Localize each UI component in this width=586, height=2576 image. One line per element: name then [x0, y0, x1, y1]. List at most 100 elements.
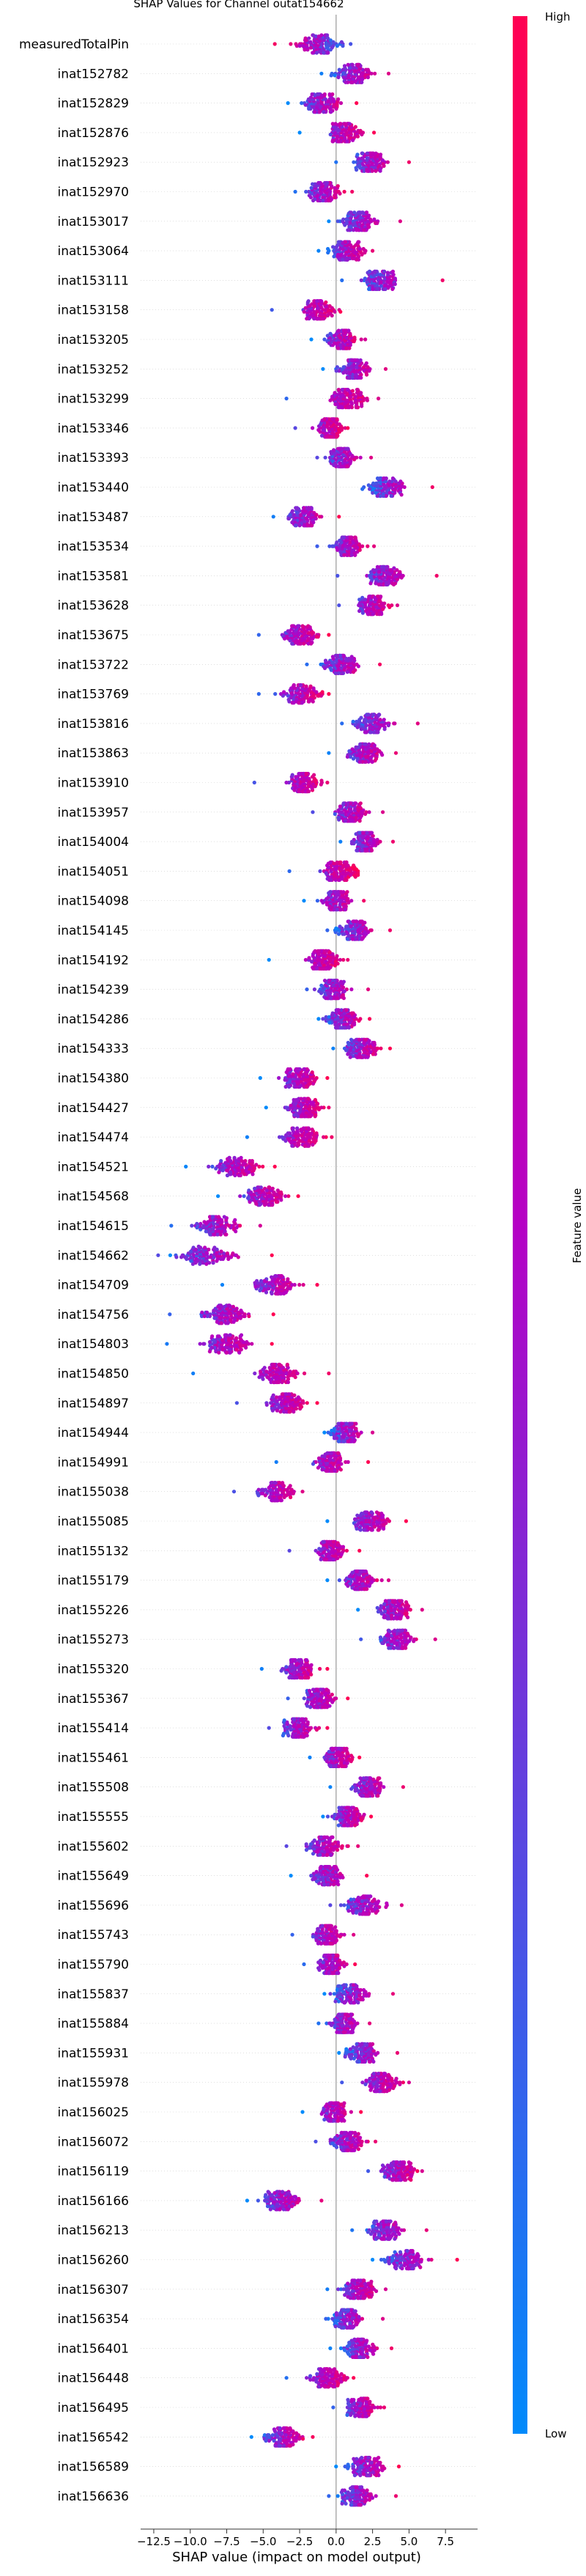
shap-point	[272, 1191, 276, 1194]
shap-point	[360, 81, 363, 84]
shap-point	[376, 287, 379, 291]
shap-point	[312, 511, 316, 515]
shap-point	[338, 68, 341, 72]
shap-point	[184, 1165, 188, 1169]
shap-point	[346, 897, 349, 901]
shap-point	[304, 958, 308, 962]
shap-point	[327, 199, 330, 202]
shap-point	[342, 536, 346, 540]
shap-point	[305, 1085, 308, 1089]
shap-point	[336, 219, 340, 223]
shap-point	[360, 919, 363, 923]
shap-point	[303, 1144, 307, 1148]
shap-point	[340, 447, 344, 451]
shap-point	[258, 1289, 262, 1292]
shap-point	[333, 391, 337, 394]
shap-point	[335, 254, 339, 258]
shap-point	[346, 426, 349, 430]
shap-point	[349, 801, 352, 805]
shap-point	[270, 308, 274, 312]
shap-point	[367, 213, 371, 217]
shap-point	[294, 1098, 298, 1102]
shap-point	[344, 1008, 348, 1012]
shap-point	[357, 831, 361, 835]
shap-point	[270, 1254, 274, 1257]
shap-point	[250, 1198, 253, 1201]
shap-point	[355, 456, 358, 460]
shap-point	[315, 299, 319, 303]
shap-point	[318, 50, 322, 54]
shap-point	[287, 699, 291, 703]
shap-point	[333, 979, 336, 982]
shap-point	[314, 1114, 317, 1118]
shap-point	[335, 365, 339, 369]
shap-point	[382, 164, 386, 168]
shap-point	[347, 376, 351, 380]
shap-point	[235, 1307, 239, 1311]
shap-point	[294, 190, 297, 194]
shap-point	[193, 1261, 197, 1265]
shap-point	[292, 1127, 295, 1130]
shap-point	[257, 633, 261, 636]
shap-point	[321, 901, 324, 905]
shap-point	[326, 334, 330, 337]
shap-point	[315, 635, 319, 639]
shap-point	[352, 339, 356, 343]
shap-point	[359, 129, 363, 133]
shap-point	[398, 479, 402, 483]
shap-point	[324, 871, 328, 875]
shap-point	[360, 156, 363, 160]
shap-point	[372, 1041, 376, 1045]
shap-point	[300, 790, 304, 793]
shap-point	[278, 1136, 281, 1139]
shap-point	[156, 1254, 160, 1257]
shap-point	[324, 659, 327, 663]
shap-point	[350, 842, 354, 845]
shap-point	[342, 76, 346, 79]
shap-point	[358, 819, 362, 823]
shap-point	[283, 1139, 287, 1143]
shap-point	[360, 152, 364, 155]
shap-point	[294, 775, 297, 779]
shap-point	[366, 713, 370, 716]
shap-point	[360, 337, 363, 341]
shap-point	[273, 692, 277, 696]
shap-point	[261, 1165, 264, 1169]
shap-point	[336, 447, 340, 451]
shap-point	[352, 393, 355, 397]
shap-point	[267, 958, 271, 962]
shap-point	[349, 873, 352, 877]
shap-point	[338, 192, 341, 196]
shap-point	[311, 637, 314, 641]
shap-point	[381, 810, 385, 814]
shap-point	[336, 962, 340, 965]
shap-point	[327, 660, 330, 664]
shap-point	[223, 1215, 226, 1218]
shap-point	[310, 186, 314, 190]
shap-point	[290, 624, 294, 628]
shap-point	[225, 1169, 229, 1172]
shap-point	[328, 399, 332, 402]
shap-point	[327, 342, 331, 345]
shap-point	[242, 1194, 246, 1198]
shap-point	[307, 506, 311, 509]
shap-point	[377, 583, 381, 586]
shap-point	[357, 1019, 361, 1023]
shap-point	[375, 747, 379, 751]
shap-point	[366, 831, 369, 835]
shap-point	[297, 772, 300, 776]
shap-point	[333, 890, 337, 894]
shap-point	[286, 694, 290, 698]
shap-point	[353, 553, 357, 557]
shap-point	[330, 435, 333, 438]
shap-point	[388, 1047, 392, 1050]
shap-point	[292, 1082, 296, 1086]
shap-point	[344, 240, 347, 244]
shap-point	[378, 663, 382, 666]
shap-point	[387, 606, 391, 609]
shap-point	[343, 990, 346, 993]
shap-point	[366, 76, 370, 79]
shap-point	[355, 152, 359, 156]
shap-point	[360, 279, 363, 282]
